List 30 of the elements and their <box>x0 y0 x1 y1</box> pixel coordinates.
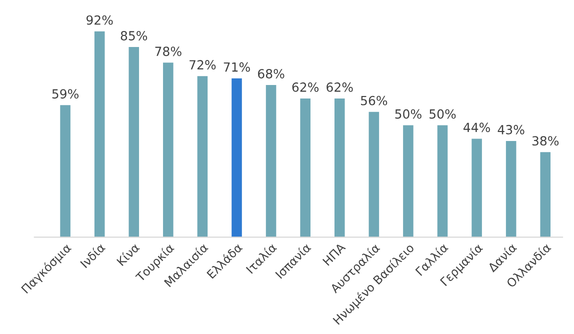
data-label: 50% <box>395 109 422 119</box>
data-label: 62% <box>326 82 353 92</box>
bar <box>403 125 414 238</box>
data-label: 72% <box>190 60 216 70</box>
data-label: 59% <box>52 89 79 99</box>
bar <box>472 138 482 238</box>
data-label: 43% <box>498 124 524 134</box>
bar <box>368 112 380 238</box>
data-label: 44% <box>464 122 490 132</box>
bar <box>128 47 140 238</box>
data-label: 71% <box>224 62 250 72</box>
bar <box>232 78 242 238</box>
data-label: 85% <box>120 30 148 40</box>
data-label: 78% <box>155 46 182 56</box>
bar <box>60 105 70 238</box>
bar <box>94 31 105 238</box>
bar <box>437 125 448 238</box>
data-label: 56% <box>360 96 388 106</box>
bar <box>163 62 174 238</box>
data-label: 68% <box>258 69 284 78</box>
bar <box>197 76 208 238</box>
data-label: 50% <box>430 109 456 119</box>
bar <box>300 98 310 238</box>
bar <box>506 140 516 238</box>
bar <box>540 152 551 238</box>
bar <box>334 98 345 238</box>
bar <box>266 85 276 238</box>
data-label: 92% <box>86 15 113 25</box>
data-label: 38% <box>532 136 559 146</box>
data-label: 62% <box>292 82 319 92</box>
